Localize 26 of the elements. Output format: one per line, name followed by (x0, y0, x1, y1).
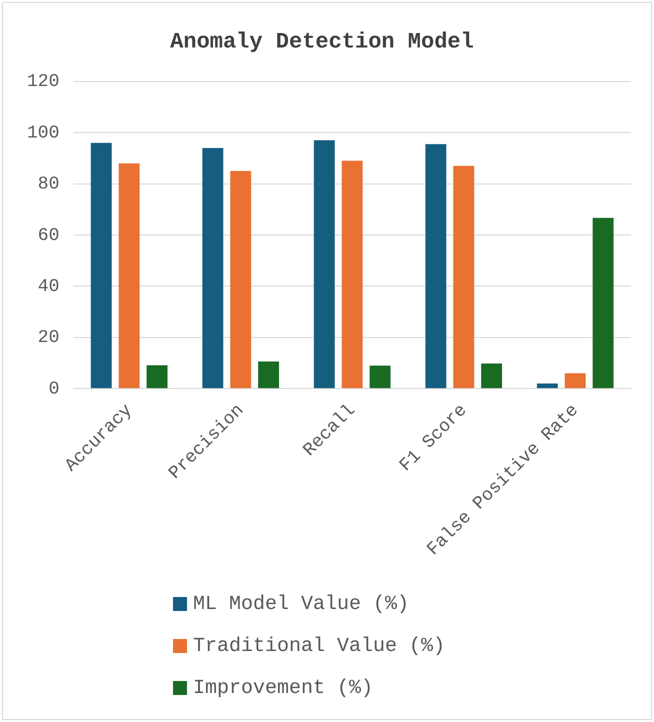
bar (314, 140, 335, 388)
y-tick-label: 40 (38, 276, 60, 297)
bar (481, 364, 502, 388)
y-tick-label: 20 (38, 328, 60, 348)
y-tick-label: 0 (48, 379, 60, 400)
y-tick-label: 80 (38, 174, 60, 195)
legend-label: Traditional Value (%) (193, 634, 446, 658)
bar (536, 383, 558, 388)
bar (342, 160, 363, 388)
bar (118, 163, 140, 388)
bar (202, 148, 224, 388)
bar (592, 218, 614, 388)
bar (453, 166, 474, 388)
bar (370, 366, 391, 388)
y-tick-label: 60 (38, 226, 60, 246)
bar (146, 365, 168, 388)
y-tick-label: 100 (27, 123, 60, 144)
bar (258, 361, 280, 388)
chart-title: Anomaly Detection Model (170, 30, 474, 55)
bar (230, 171, 252, 388)
legend-label: ML Model Value (%) (193, 592, 410, 616)
y-tick-label: 120 (27, 72, 60, 92)
legend-label: Improvement (%) (193, 676, 374, 700)
bar (90, 142, 112, 388)
bar (425, 144, 446, 388)
bar (564, 373, 586, 388)
